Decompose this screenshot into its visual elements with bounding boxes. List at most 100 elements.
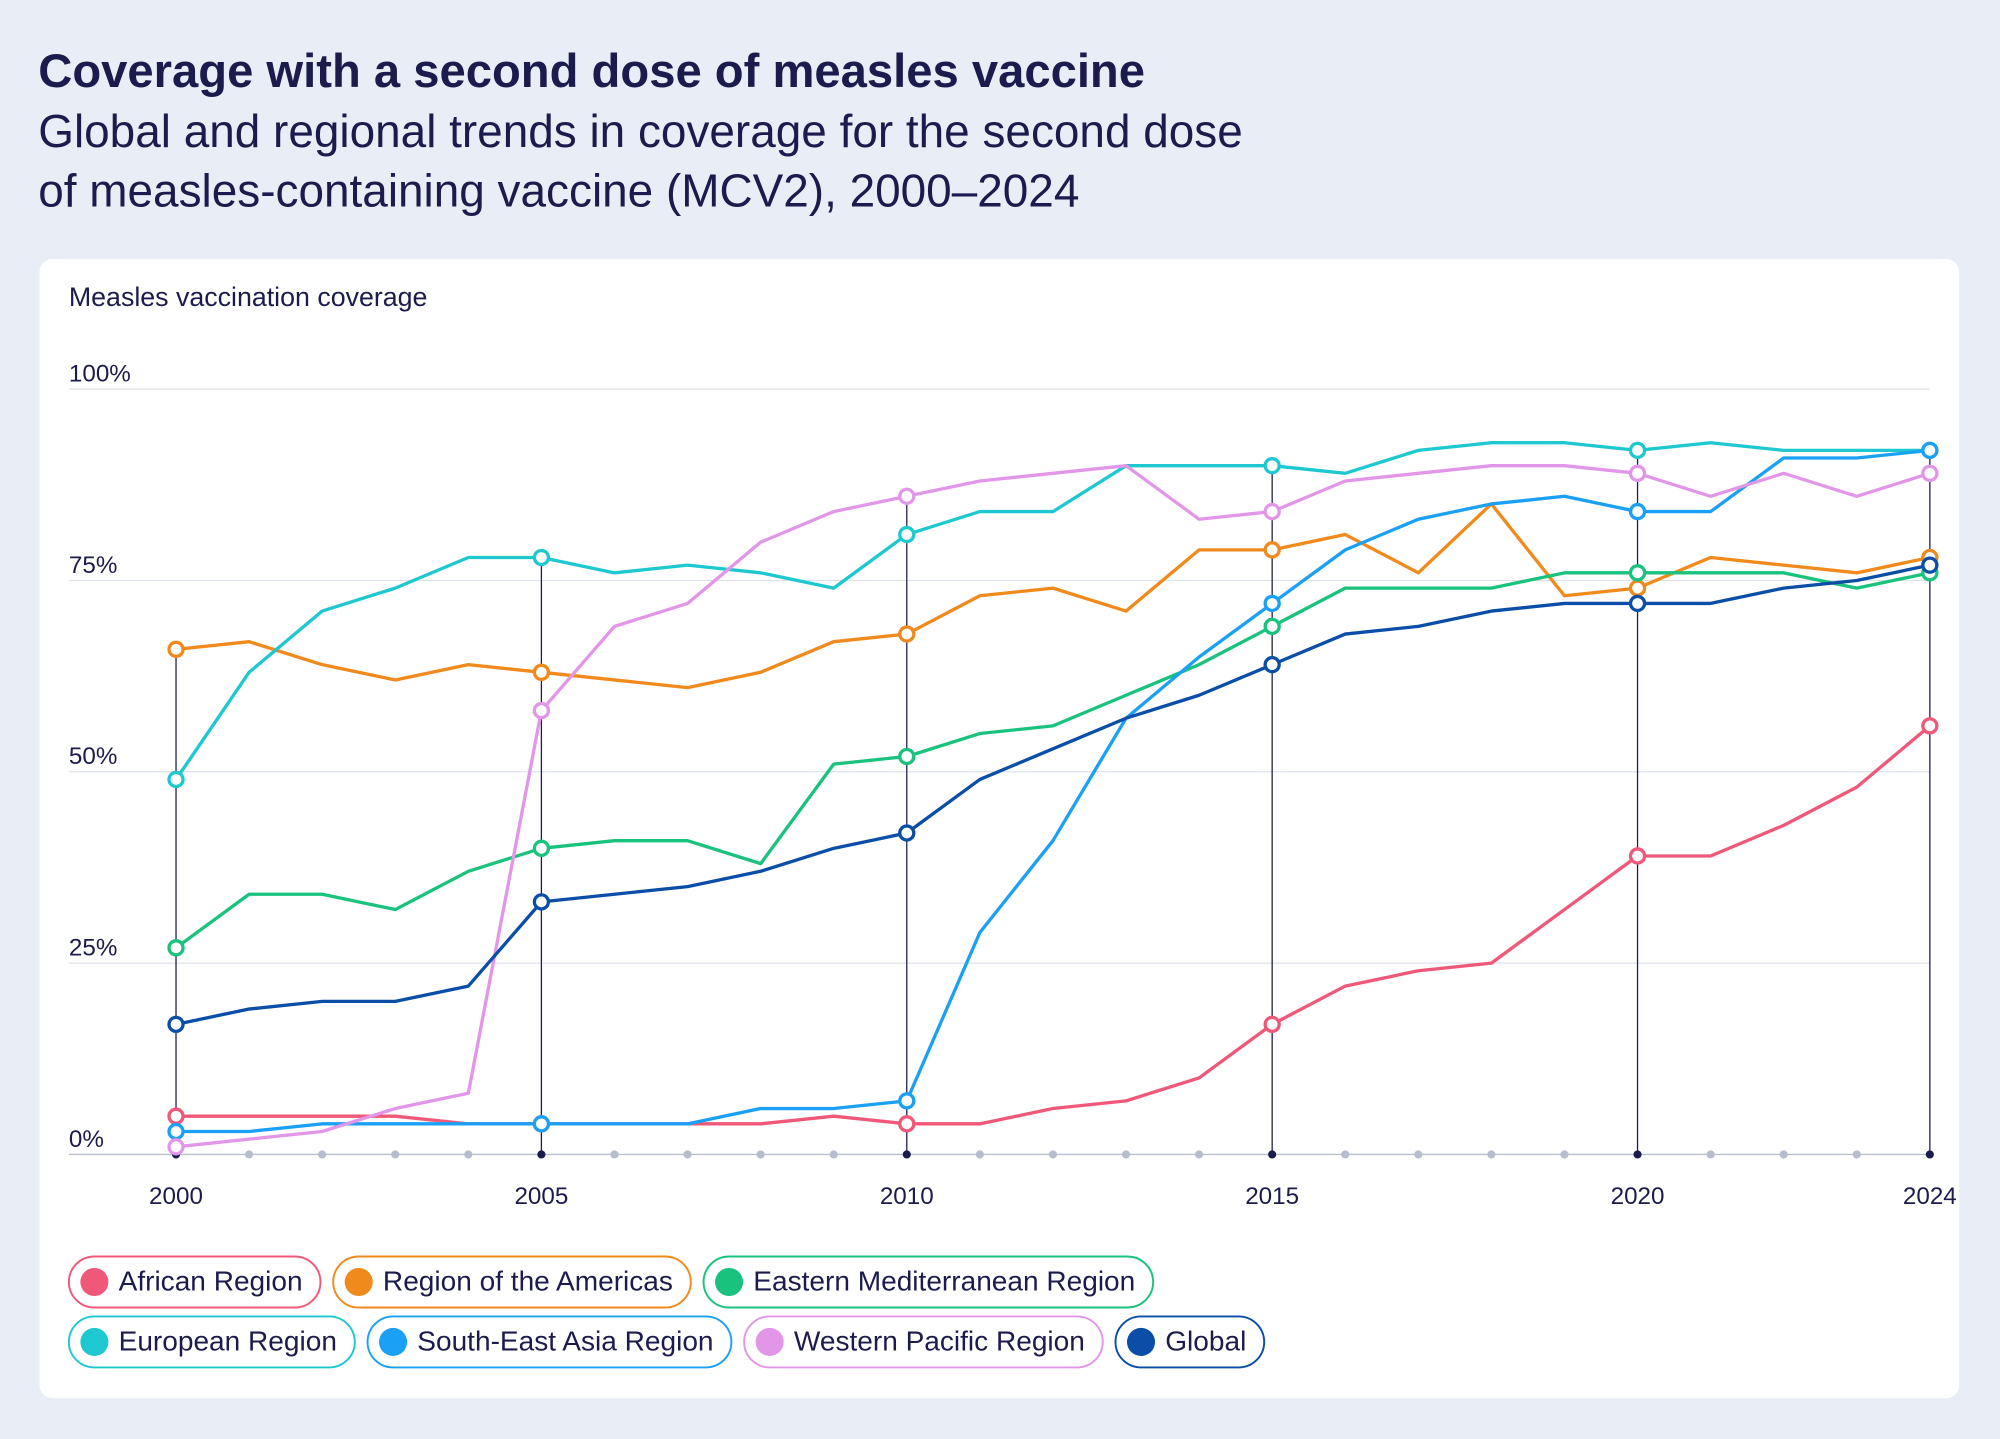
point-marker	[1263, 594, 1281, 613]
x-tick-label: 2024	[1903, 1183, 1957, 1210]
x-dot	[1706, 1150, 1715, 1159]
plot: 0% 25% 50% 75% 100% 2000 2005 2010 2015 2020 2024	[69, 360, 1957, 1210]
point-marker	[1263, 617, 1281, 636]
legend-pill	[702, 1255, 1155, 1309]
point-marker	[1263, 655, 1281, 674]
legend-pill	[332, 1255, 692, 1309]
point-marker	[1628, 579, 1647, 597]
point-marker	[532, 839, 551, 857]
point-marker	[898, 747, 916, 766]
legend-item: South-East Asia Region	[366, 1315, 733, 1369]
legend-swatch	[344, 1267, 373, 1297]
point-marker	[167, 640, 185, 659]
legend-item: Global	[1114, 1315, 1266, 1369]
point-marker	[898, 1092, 916, 1110]
point-marker	[167, 770, 185, 789]
x-dot	[537, 1150, 546, 1159]
y-axis-label: Measles vaccination coverage	[69, 282, 428, 312]
point-marker	[532, 1115, 551, 1133]
point-marker	[167, 1015, 185, 1034]
legend-label: South-East Asia Region	[417, 1326, 713, 1357]
legend-label: Western Pacific Region	[794, 1326, 1085, 1357]
point-marker	[167, 1107, 185, 1125]
legend-swatch	[755, 1327, 784, 1356]
legend-item: Region of the Americas	[332, 1255, 692, 1309]
x-tick-label: 2005	[514, 1183, 568, 1210]
point-marker	[1263, 1015, 1281, 1034]
legend-item: Western Pacific Region	[743, 1315, 1104, 1369]
x-dot	[1414, 1150, 1423, 1159]
legend-swatch	[715, 1267, 744, 1297]
x-dot	[829, 1150, 838, 1159]
point-marker	[898, 1115, 916, 1133]
point-marker	[898, 625, 916, 643]
x-dot	[245, 1150, 254, 1159]
chart-subtitle: Global and regional trends in coverage f…	[38, 105, 1243, 157]
legend-swatch	[1126, 1327, 1156, 1356]
x-dot	[975, 1150, 984, 1159]
legend-label: Global	[1165, 1326, 1246, 1357]
legend-label: Region of the Americas	[383, 1266, 673, 1297]
point-marker	[898, 487, 916, 505]
point-marker	[1263, 541, 1281, 559]
x-tick-label: 2020	[1611, 1183, 1665, 1210]
y-tick-label: 25%	[69, 934, 117, 961]
point-marker	[1921, 717, 1939, 735]
point-marker	[1628, 847, 1647, 865]
point-marker	[1628, 502, 1647, 521]
point-marker	[167, 1122, 185, 1141]
legend-item: African Region	[67, 1255, 322, 1309]
x-dot	[756, 1150, 765, 1159]
point-marker	[1628, 564, 1647, 582]
point-marker	[1628, 441, 1647, 460]
x-dot	[464, 1150, 473, 1159]
point-marker	[1921, 556, 1939, 574]
x-dot	[1268, 1150, 1277, 1159]
point-marker	[1628, 464, 1647, 482]
point-marker	[167, 1138, 185, 1156]
chart-title: Coverage with a second dose of measles v…	[38, 45, 1145, 98]
x-dot	[902, 1150, 911, 1159]
legend-swatch	[80, 1327, 109, 1356]
x-tick-label: 2010	[880, 1183, 934, 1210]
point-marker	[532, 701, 551, 720]
legend-pill	[743, 1315, 1104, 1369]
x-dot	[1633, 1150, 1642, 1159]
x-tick-label: 2015	[1245, 1183, 1299, 1210]
x-dot	[1925, 1150, 1934, 1159]
point-marker	[532, 663, 551, 681]
point-marker	[1263, 456, 1281, 475]
x-dot	[1195, 1150, 1204, 1159]
legend-label: European Region	[119, 1326, 337, 1357]
legend-swatch	[80, 1267, 109, 1297]
x-dot	[683, 1150, 692, 1159]
point-marker	[1628, 594, 1647, 613]
y-tick-label: 50%	[69, 743, 117, 770]
x-dot	[1487, 1150, 1496, 1159]
x-dot	[1341, 1150, 1350, 1159]
point-marker	[1263, 502, 1281, 521]
point-marker	[532, 548, 551, 567]
legend-pill	[1114, 1315, 1266, 1369]
y-tick-label: 100%	[69, 360, 131, 387]
x-dot	[610, 1150, 619, 1159]
legend-pill	[366, 1315, 733, 1369]
x-dot	[1121, 1150, 1131, 1159]
x-dot	[1048, 1150, 1058, 1159]
legend-pill	[67, 1255, 322, 1309]
x-dot	[318, 1150, 327, 1159]
point-marker	[1921, 441, 1939, 460]
x-dot	[1560, 1150, 1569, 1159]
point-marker	[1921, 464, 1939, 482]
legend: African Region Region of the Americas East…	[67, 1255, 1266, 1369]
legend-pill	[67, 1315, 356, 1369]
point-marker	[532, 893, 551, 911]
chart-subtitle: of measles-containing vaccine (MCV2), 20…	[38, 165, 1079, 217]
legend-label: African Region	[119, 1266, 303, 1297]
legend-label: Eastern Mediterranean Region	[753, 1266, 1135, 1297]
card	[39, 259, 1960, 1399]
x-dot	[1852, 1150, 1861, 1159]
legend-item: Eastern Mediterranean Region	[702, 1255, 1155, 1309]
legend-swatch	[379, 1327, 408, 1356]
